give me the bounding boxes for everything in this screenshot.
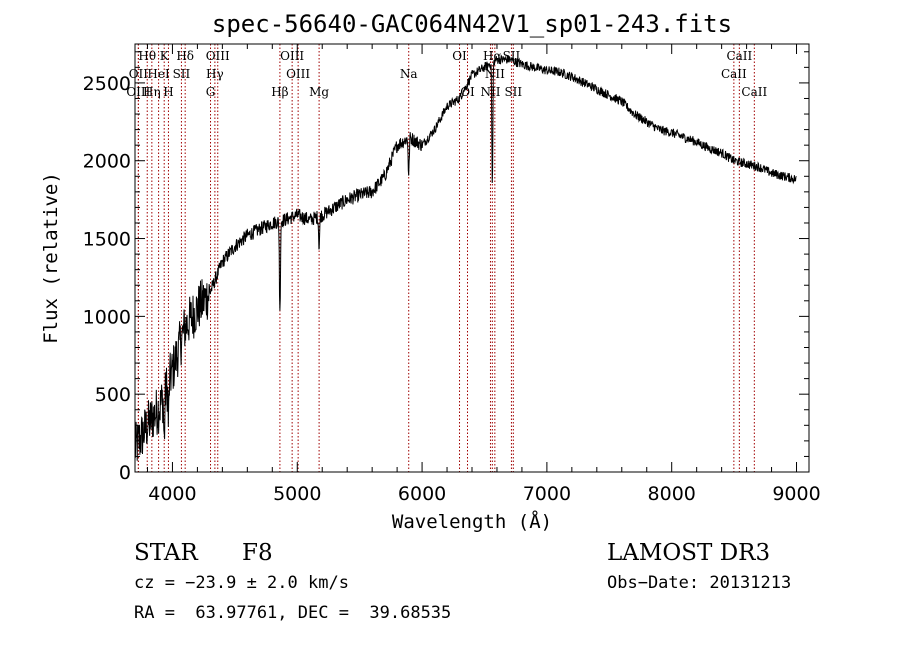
line-label: SII — [504, 85, 522, 99]
y-axis-label: Flux (relative) — [40, 172, 62, 344]
x-tick-label: 9000 — [772, 483, 820, 505]
line-label: OII — [129, 67, 149, 81]
line-label: Na — [400, 67, 418, 81]
line-label: CaII — [721, 67, 747, 81]
plot-frame — [134, 43, 810, 473]
y-tick-label: 0 — [119, 462, 131, 484]
x-axis-label: Wavelength (Å) — [392, 510, 552, 533]
y-tick-label: 500 — [95, 384, 131, 406]
y-tick-label: 2500 — [83, 73, 131, 95]
line-label: OIII — [206, 49, 230, 63]
line-label: Hθ — [138, 49, 156, 63]
x-axis-ticks: 4000 5000 6000 7000 8000 9000 — [146, 44, 821, 505]
line-label: Mg — [309, 85, 329, 99]
line-label: OIII — [286, 67, 310, 81]
line-label: CaII — [726, 49, 752, 63]
redshift-velocity: cz = −23.9 ± 2.0 km/s — [134, 573, 349, 593]
line-label: Hβ — [271, 85, 288, 99]
line-label: G — [206, 85, 216, 99]
spectral-line-markers — [137, 44, 755, 472]
line-label: CaII — [741, 85, 767, 99]
y-tick-label: 1500 — [83, 229, 131, 251]
observation-date: Obs−Date: 20131213 — [607, 573, 792, 593]
spectrum-chart: spec-56640-GAC064N42V1_sp01-243.fits Hθ O… — [40, 10, 821, 533]
line-label: Hη — [143, 85, 161, 99]
line-label: H — [163, 85, 173, 99]
x-tick-label: 5000 — [273, 483, 321, 505]
survey-name: LAMOST DR3 — [607, 540, 771, 566]
line-label: K — [160, 49, 170, 63]
y-tick-label: 2000 — [83, 151, 131, 173]
line-label: Hγ — [206, 67, 224, 81]
x-tick-label: 6000 — [398, 483, 446, 505]
x-tick-label: 4000 — [148, 483, 196, 505]
object-class: STAR — [134, 540, 198, 566]
line-label: SII — [173, 67, 191, 81]
x-tick-label: 8000 — [648, 483, 696, 505]
y-tick-label: 1000 — [83, 306, 131, 328]
chart-title: spec-56640-GAC064N42V1_sp01-243.fits — [212, 10, 732, 38]
line-label: HeI — [147, 67, 170, 81]
line-label: OIII — [280, 49, 304, 63]
x-tick-label: 7000 — [523, 483, 571, 505]
y-axis-ticks: 0 500 1000 1500 2000 2500 — [83, 51, 809, 484]
line-label: NII — [485, 67, 505, 81]
line-label: Hδ — [176, 49, 194, 63]
line-label: OIII — [126, 85, 150, 99]
spectrum-line — [134, 54, 797, 461]
sky-coordinates: RA = 63.97761, DEC = 39.68535 — [134, 603, 452, 623]
line-label: NII — [480, 85, 500, 99]
object-subclass: F8 — [242, 540, 273, 566]
line-label: OI — [452, 49, 467, 63]
